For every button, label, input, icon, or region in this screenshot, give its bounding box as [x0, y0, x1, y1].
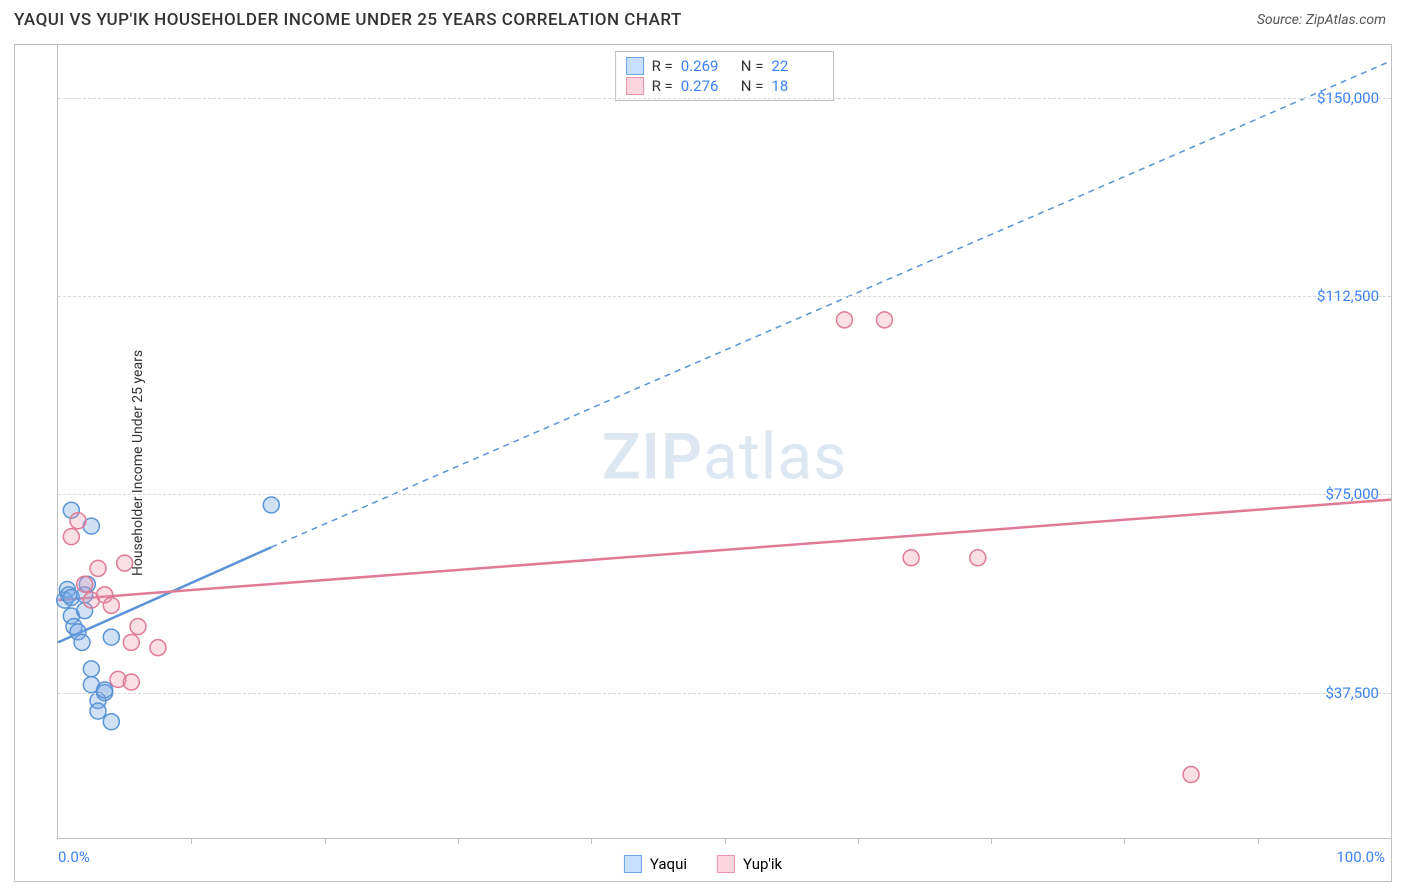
x-tick	[725, 838, 726, 844]
correlation-stats-box: R = 0.269 N = 22 R = 0.276 N = 18	[615, 51, 835, 101]
data-point	[903, 550, 919, 566]
x-tick	[325, 838, 326, 844]
data-point	[83, 661, 99, 677]
trend-line-extrapolated	[271, 61, 1391, 547]
data-point	[103, 597, 119, 613]
plot-area: ZIPatlas R = 0.269 N = 22 R = 0.276 N = …	[57, 45, 1391, 839]
legend-item-yupik: Yup'ik	[717, 855, 782, 873]
y-tick-label: $37,500	[1325, 684, 1379, 702]
swatch-icon	[626, 57, 644, 75]
trend-line	[58, 500, 1391, 600]
data-point	[123, 634, 139, 650]
data-point	[130, 619, 146, 635]
data-point	[1183, 767, 1199, 783]
data-point	[970, 550, 986, 566]
data-point	[103, 714, 119, 730]
swatch-icon	[626, 77, 644, 95]
x-tick	[858, 838, 859, 844]
data-point	[123, 674, 139, 690]
data-point	[97, 682, 113, 698]
stats-row-yaqui: R = 0.269 N = 22	[626, 56, 824, 76]
x-tick	[191, 838, 192, 844]
data-point	[103, 629, 119, 645]
gridline	[58, 494, 1391, 495]
gridline	[58, 693, 1391, 694]
x-axis-min-label: 0.0%	[58, 848, 90, 866]
data-point	[70, 513, 86, 529]
data-point	[90, 703, 106, 719]
data-point	[876, 312, 892, 328]
x-tick	[458, 838, 459, 844]
y-tick-label: $150,000	[1317, 89, 1379, 107]
x-axis-max-label: 100.0%	[1336, 848, 1385, 866]
data-point	[74, 634, 90, 650]
swatch-icon	[717, 855, 735, 873]
data-point	[263, 497, 279, 513]
x-tick	[991, 838, 992, 844]
y-tick-label: $112,500	[1317, 287, 1379, 305]
x-tick	[591, 838, 592, 844]
series-legend: Yaqui Yup'ik	[624, 855, 782, 873]
chart-title: YAQUI VS YUP'IK HOUSEHOLDER INCOME UNDER…	[14, 10, 682, 30]
swatch-icon	[624, 855, 642, 873]
stats-row-yupik: R = 0.276 N = 18	[626, 76, 824, 96]
x-tick	[1258, 838, 1259, 844]
x-tick	[1124, 838, 1125, 844]
data-point	[63, 529, 79, 545]
legend-item-yaqui: Yaqui	[624, 855, 687, 873]
data-point	[90, 560, 106, 576]
data-point	[836, 312, 852, 328]
source-attribution: Source: ZipAtlas.com	[1257, 12, 1386, 28]
gridline	[58, 98, 1391, 99]
gridline	[58, 296, 1391, 297]
scatter-svg	[58, 45, 1391, 838]
data-point	[150, 640, 166, 656]
data-point	[77, 576, 93, 592]
data-point	[117, 555, 133, 571]
y-tick-label: $75,000	[1325, 485, 1379, 503]
chart-container: Householder Income Under 25 years ZIPatl…	[14, 44, 1392, 882]
